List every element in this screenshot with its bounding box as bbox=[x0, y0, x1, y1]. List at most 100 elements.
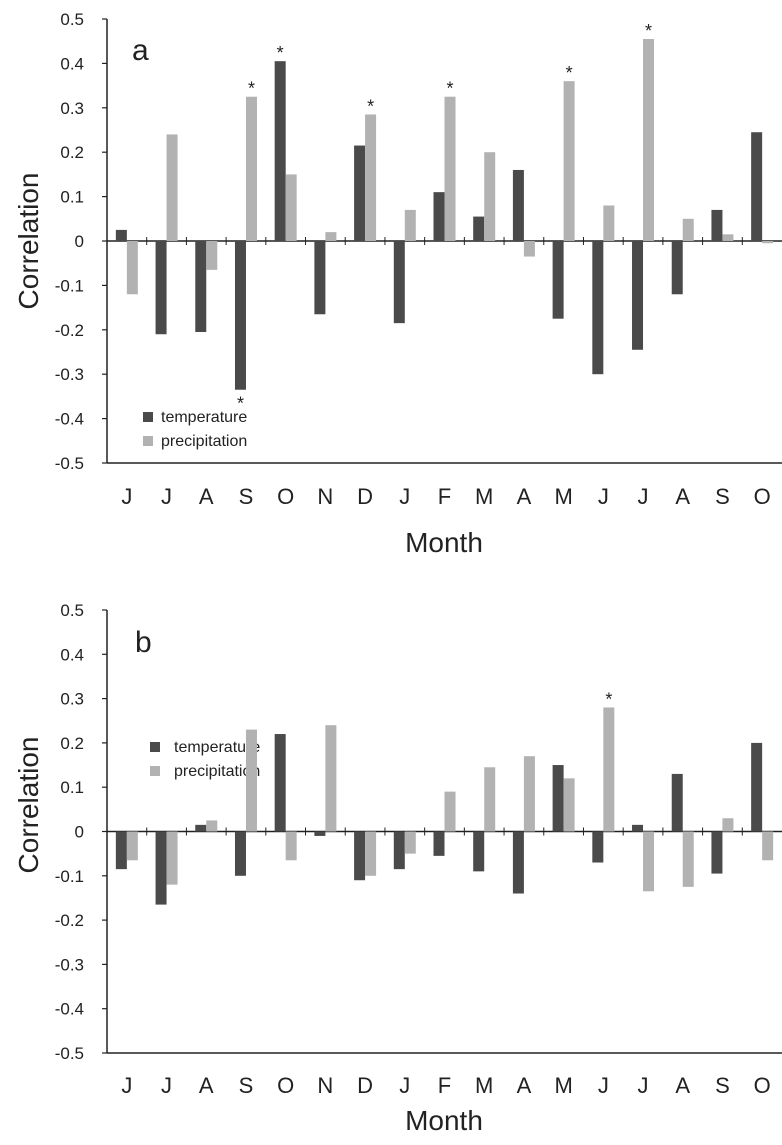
x-tick-label: A bbox=[675, 484, 690, 509]
legend-precipitation-swatch bbox=[143, 436, 153, 446]
bar-temperature bbox=[393, 831, 405, 870]
bar-temperature bbox=[552, 241, 564, 319]
legend-temperature-swatch bbox=[143, 412, 153, 422]
bar-temperature bbox=[552, 765, 564, 832]
x-tick-label: A bbox=[199, 1073, 214, 1098]
bar-temperature bbox=[433, 192, 445, 241]
bar-precipitation bbox=[245, 729, 257, 832]
panel-b-ylabel: Correlation bbox=[13, 737, 44, 874]
bar-temperature bbox=[234, 831, 246, 876]
x-tick-label: A bbox=[199, 484, 214, 509]
legend-precipitation-swatch bbox=[150, 766, 160, 776]
bar-temperature bbox=[155, 831, 167, 905]
y-tick-label: 0.3 bbox=[60, 690, 84, 709]
panel-a-chart: a Correlation Month temperature precipit… bbox=[13, 10, 782, 558]
y-tick-label: 0.4 bbox=[60, 645, 84, 664]
x-tick-label: S bbox=[239, 1073, 254, 1098]
panel-b-legend: temperature precipitation bbox=[150, 739, 260, 780]
x-tick-label: J bbox=[399, 484, 410, 509]
legend-temperature-swatch bbox=[150, 742, 160, 752]
x-tick-label: A bbox=[517, 1073, 532, 1098]
x-tick-label: S bbox=[715, 1073, 730, 1098]
y-tick-label: -0.1 bbox=[55, 867, 84, 886]
bar-precipitation bbox=[206, 241, 218, 270]
bar-precipitation bbox=[166, 134, 178, 241]
legend-precipitation-label: precipitation bbox=[161, 433, 247, 450]
x-tick-label: N bbox=[317, 1073, 333, 1098]
x-tick-label: J bbox=[598, 484, 609, 509]
bar-precipitation bbox=[523, 756, 535, 832]
legend-temperature-label: temperature bbox=[161, 409, 247, 426]
y-tick-label: 0 bbox=[75, 232, 84, 251]
y-tick-label: 0 bbox=[75, 823, 84, 842]
bar-precipitation bbox=[722, 234, 734, 241]
bar-precipitation bbox=[285, 831, 297, 861]
panel-b-label: b bbox=[135, 626, 152, 659]
x-tick-label: J bbox=[161, 1073, 172, 1098]
bar-temperature bbox=[711, 831, 723, 874]
y-tick-label: 0.5 bbox=[60, 10, 84, 29]
bar-precipitation bbox=[365, 831, 377, 876]
bar-precipitation bbox=[404, 831, 416, 854]
y-tick-label: 0.2 bbox=[60, 734, 84, 753]
x-tick-label: N bbox=[317, 484, 333, 509]
bar-precipitation bbox=[603, 205, 615, 241]
bar-precipitation bbox=[404, 209, 416, 241]
bar-temperature bbox=[671, 773, 683, 832]
panel-b-chart: b Correlation Month temperature precipit… bbox=[13, 601, 782, 1136]
x-tick-label: M bbox=[554, 484, 572, 509]
bar-temperature bbox=[512, 831, 524, 894]
x-tick-label: J bbox=[121, 1073, 132, 1098]
x-tick-label: J bbox=[161, 484, 172, 509]
x-tick-label: F bbox=[438, 484, 451, 509]
x-tick-label: A bbox=[675, 1073, 690, 1098]
bar-precipitation bbox=[126, 831, 138, 861]
x-tick-label: A bbox=[517, 484, 532, 509]
bar-temperature bbox=[354, 831, 366, 881]
bar-precipitation bbox=[722, 818, 734, 832]
bar-precipitation bbox=[682, 218, 694, 241]
x-tick-label: J bbox=[638, 1073, 649, 1098]
y-tick-label: 0.1 bbox=[60, 778, 84, 797]
bar-temperature bbox=[592, 831, 604, 863]
y-tick-label: -0.1 bbox=[55, 276, 84, 295]
x-tick-label: S bbox=[715, 484, 730, 509]
bar-temperature bbox=[393, 241, 405, 324]
bar-temperature bbox=[314, 831, 326, 836]
x-tick-label: O bbox=[277, 1073, 294, 1098]
x-tick-label: J bbox=[399, 1073, 410, 1098]
bar-temperature bbox=[473, 831, 485, 872]
x-tick-label: S bbox=[239, 484, 254, 509]
bar-temperature bbox=[314, 241, 326, 315]
significance-marker: * bbox=[248, 79, 255, 99]
x-tick-label: J bbox=[598, 1073, 609, 1098]
significance-marker: * bbox=[277, 43, 284, 63]
panel-a-legend: temperature precipitation bbox=[143, 409, 247, 450]
bar-temperature bbox=[473, 216, 485, 241]
y-tick-label: -0.3 bbox=[55, 365, 84, 384]
x-tick-label: M bbox=[475, 1073, 493, 1098]
bar-temperature bbox=[433, 831, 445, 856]
y-tick-label: -0.5 bbox=[55, 1044, 84, 1063]
bar-precipitation bbox=[563, 81, 575, 241]
bar-temperature bbox=[632, 824, 644, 832]
bar-precipitation bbox=[643, 38, 655, 242]
bar-precipitation bbox=[245, 96, 257, 241]
bar-temperature bbox=[115, 831, 127, 870]
x-tick-label: O bbox=[754, 484, 771, 509]
significance-marker: * bbox=[645, 21, 652, 41]
bar-precipitation bbox=[166, 831, 178, 885]
bar-temperature bbox=[711, 209, 723, 241]
y-tick-label: 0.5 bbox=[60, 601, 84, 620]
bar-precipitation bbox=[563, 778, 575, 832]
legend-precipitation-label: precipitation bbox=[174, 763, 260, 780]
bar-precipitation bbox=[603, 707, 615, 832]
y-tick-label: 0.2 bbox=[60, 143, 84, 162]
bar-precipitation bbox=[206, 820, 218, 832]
bar-precipitation bbox=[325, 725, 337, 832]
y-tick-label: 0.4 bbox=[60, 54, 84, 73]
bar-temperature bbox=[751, 132, 763, 241]
x-tick-label: M bbox=[475, 484, 493, 509]
y-tick-label: -0.2 bbox=[55, 911, 84, 930]
bar-temperature bbox=[751, 742, 763, 832]
